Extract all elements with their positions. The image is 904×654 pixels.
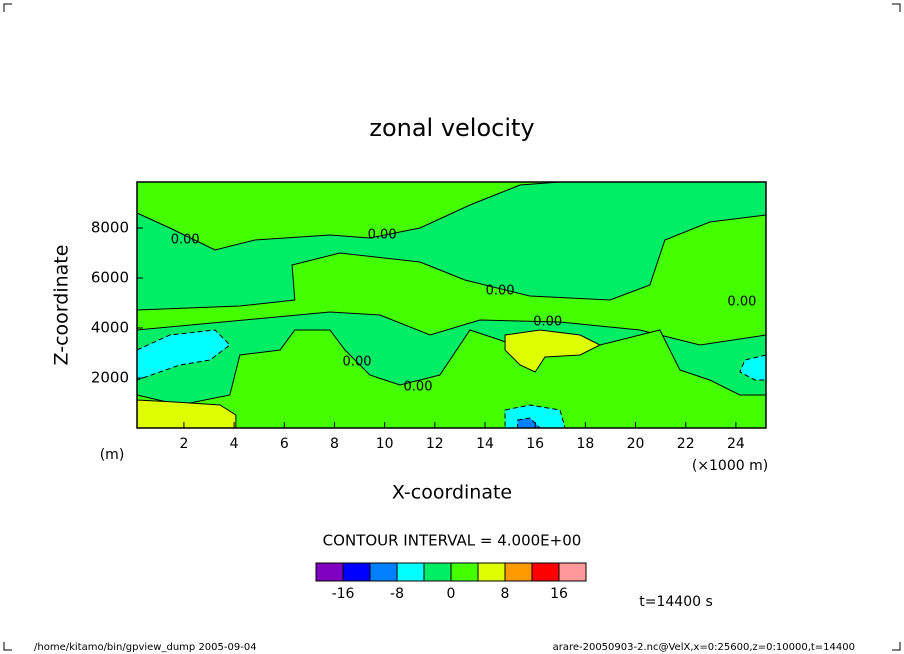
colorbar-tick-label: -8 bbox=[390, 586, 404, 602]
x-axis-unit: (×1000 m) bbox=[692, 458, 768, 474]
x-tick-label: 16 bbox=[526, 436, 544, 452]
footer-right: arare-20050903-2.nc@VelX,x=0:25600,z=0:1… bbox=[553, 642, 855, 653]
contour-region bbox=[504, 329, 602, 373]
contour-label: 0.00 bbox=[171, 233, 200, 248]
colorbar-box bbox=[450, 562, 479, 582]
y-tick-label: 6000 bbox=[91, 269, 129, 287]
y-tick-label: 8000 bbox=[91, 219, 129, 237]
colorbar-box bbox=[531, 562, 560, 582]
contour-label: 0.00 bbox=[727, 295, 756, 310]
plot-frame bbox=[136, 181, 767, 429]
footer-left: /home/kitamo/bin/gpview_dump 2005-09-04 bbox=[34, 642, 257, 653]
x-tick-label: 4 bbox=[230, 436, 239, 452]
x-tick-label: 2 bbox=[179, 436, 188, 452]
x-tick-label: 6 bbox=[280, 436, 289, 452]
x-tick-label: 14 bbox=[476, 436, 494, 452]
colorbar-box bbox=[558, 562, 587, 582]
contour-region bbox=[136, 181, 561, 251]
contour-label: 0.00 bbox=[533, 315, 562, 330]
y-tick-label: 4000 bbox=[91, 319, 129, 337]
contour-region bbox=[136, 329, 231, 381]
chart-title: zonal velocity bbox=[369, 114, 534, 142]
contour-region bbox=[136, 329, 767, 429]
contour-interval: CONTOUR INTERVAL = 4.000E+00 bbox=[323, 532, 582, 550]
colorbar-tick-label: 8 bbox=[501, 586, 510, 602]
x-tick-label: 20 bbox=[627, 436, 645, 452]
colorbar-box bbox=[396, 562, 425, 582]
contour-region bbox=[136, 214, 767, 346]
x-axis-label: X-coordinate bbox=[392, 482, 512, 504]
contour-label: 0.00 bbox=[404, 380, 433, 395]
colorbar-box bbox=[315, 562, 344, 582]
y-axis-label: Z-coordinate bbox=[51, 245, 73, 366]
colorbar-box bbox=[423, 562, 452, 582]
y-tick-label: 2000 bbox=[91, 369, 129, 387]
contour-label: 0.00 bbox=[343, 355, 372, 370]
colorbar-box bbox=[369, 562, 398, 582]
colorbar-box bbox=[477, 562, 506, 582]
corner-marks bbox=[3, 3, 901, 651]
x-tick-label: 18 bbox=[576, 436, 594, 452]
x-tick-label: 10 bbox=[376, 436, 394, 452]
x-tick-label: 24 bbox=[727, 436, 745, 452]
colorbar-tick-label: 16 bbox=[550, 586, 568, 602]
colorbar-tick-label: -16 bbox=[332, 586, 355, 602]
time-label: t=14400 s bbox=[639, 594, 713, 610]
y-axis-unit: (m) bbox=[100, 447, 125, 463]
colorbar-box bbox=[504, 562, 533, 582]
contour-label: 0.00 bbox=[368, 228, 397, 243]
contour-label: 0.00 bbox=[486, 284, 515, 299]
x-tick-label: 22 bbox=[677, 436, 695, 452]
colorbar-box bbox=[342, 562, 371, 582]
colorbar-tick-label: 0 bbox=[447, 586, 456, 602]
x-tick-label: 8 bbox=[330, 436, 339, 452]
x-tick-label: 12 bbox=[426, 436, 444, 452]
